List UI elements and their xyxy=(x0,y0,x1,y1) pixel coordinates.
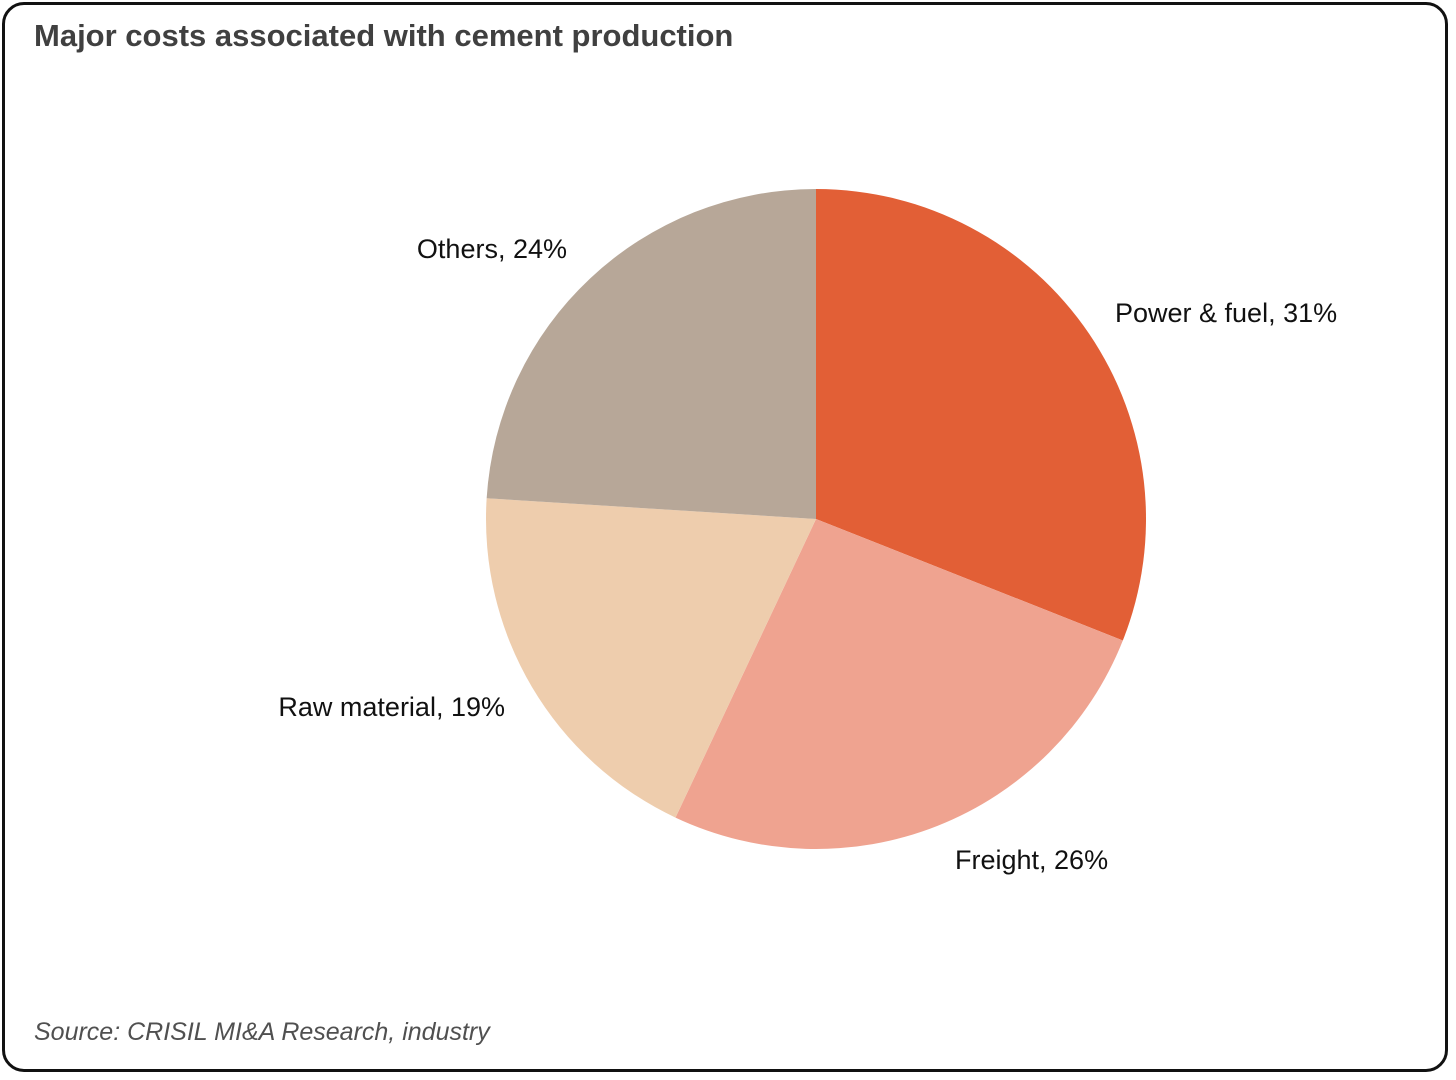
slice-label-others: Others, 24% xyxy=(417,234,567,264)
slice-label-power-fuel: Power & fuel, 31% xyxy=(1115,298,1337,328)
pie-slices xyxy=(485,189,1147,849)
pie-labels: Power & fuel, 31% Freight, 26% Raw materia… xyxy=(278,234,1337,875)
pie-slice-freight xyxy=(675,519,1123,849)
slice-label-freight: Freight, 26% xyxy=(955,845,1108,875)
chart-title: Major costs associated with cement produ… xyxy=(34,18,734,53)
source-note: Source: CRISIL MI&A Research, industry xyxy=(34,1018,490,1046)
slice-label-raw-material: Raw material, 19% xyxy=(278,692,505,722)
pie-slice-raw-material xyxy=(485,498,816,818)
pie-slice-others xyxy=(486,189,816,519)
pie-slice-power-fuel xyxy=(816,189,1147,641)
